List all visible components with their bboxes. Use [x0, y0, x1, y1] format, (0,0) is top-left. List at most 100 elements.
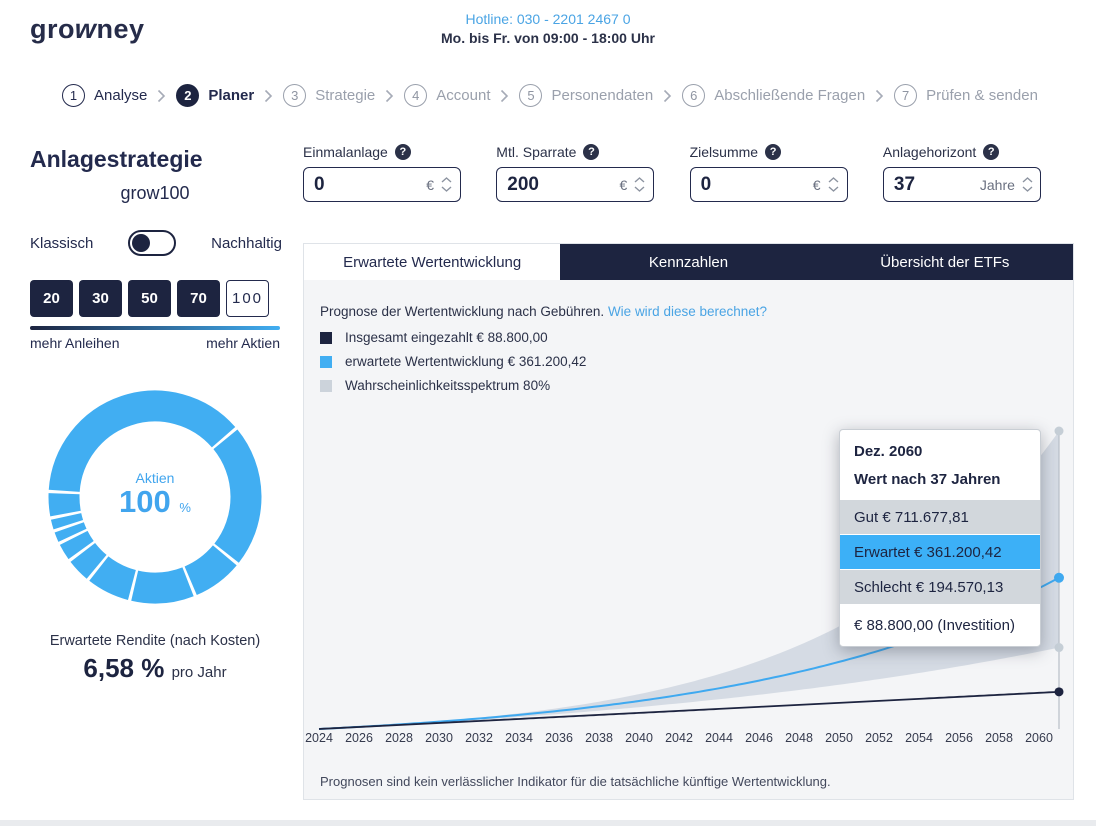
chevron-down-icon[interactable]	[1022, 186, 1033, 192]
step-number: 6	[682, 84, 706, 107]
stepper: 1 Analyse 2 Planer 3 Strategie 4 Account	[62, 84, 1038, 107]
input-label: Einmalanlage	[303, 144, 388, 160]
question-mark-icon[interactable]: ?	[394, 144, 411, 160]
step-item[interactable]: 6 Abschließende Fragen	[682, 84, 884, 107]
chevron-right-icon	[875, 89, 884, 103]
stepper-control	[1022, 177, 1033, 192]
number-input[interactable]	[700, 173, 787, 196]
chevron-up-icon[interactable]	[441, 177, 452, 183]
strategy-type-toggle-row: Klassisch Nachhaltig	[30, 230, 282, 256]
stepper-control	[828, 177, 839, 192]
expected-value-dot[interactable]	[1054, 572, 1064, 583]
risk-level-button[interactable]: 30	[79, 280, 122, 317]
risk-level-button[interactable]: 70	[177, 280, 220, 317]
donut-segment[interactable]	[184, 545, 237, 595]
x-axis-tick: 2048	[785, 731, 813, 745]
projection-line-chart[interactable]	[304, 390, 1075, 740]
input-group: Einmalanlage ? €	[303, 144, 496, 202]
good-value-dot[interactable]	[1054, 426, 1064, 436]
donut-segment[interactable]	[54, 522, 87, 542]
chevron-down-icon[interactable]	[828, 186, 839, 192]
chevron-down-icon[interactable]	[634, 186, 645, 192]
hotline-link[interactable]: Hotline: 030 - 2201 2467 0	[465, 11, 631, 27]
donut-segment[interactable]	[50, 512, 84, 530]
tooltip-value-row: Schlecht € 194.570,13	[840, 570, 1040, 604]
step-number: 2	[176, 84, 200, 107]
input-unit: €	[426, 176, 434, 193]
invested-value-dot[interactable]	[1054, 687, 1064, 697]
risk-level-button[interactable]: 100	[226, 280, 269, 317]
toggle-label-klassisch[interactable]: Klassisch	[30, 234, 94, 252]
chevron-up-icon[interactable]	[634, 177, 645, 183]
chevron-up-icon[interactable]	[1022, 177, 1033, 183]
donut-segment[interactable]	[59, 530, 94, 560]
number-input[interactable]	[507, 173, 594, 196]
risk-level-button[interactable]: 50	[128, 280, 171, 317]
donut-segment[interactable]	[213, 429, 262, 563]
donut-segment[interactable]	[89, 556, 137, 601]
input-label: Zielsumme	[689, 144, 759, 160]
x-axis-tick: 2052	[865, 731, 893, 745]
step-item[interactable]: 4 Account	[404, 84, 509, 107]
step-item[interactable]: 5 Personendaten	[519, 84, 672, 107]
step-label: Strategie	[315, 87, 376, 104]
tab[interactable]: Erwartete Wertentwicklung	[304, 244, 561, 280]
plan-inputs: Einmalanlage ? € Mtl. Sparrate ? €	[303, 144, 1074, 206]
step-label: Prüfen & senden	[926, 87, 1038, 104]
tooltip-value-row: Gut € 711.677,81	[840, 500, 1040, 534]
question-mark-icon[interactable]: ?	[765, 144, 782, 160]
number-input[interactable]	[314, 173, 400, 196]
how-calculated-link[interactable]: Wie wird diese berechnet?	[607, 304, 768, 319]
page-title: Anlagestrategie	[30, 146, 203, 172]
number-input-box: €	[496, 167, 655, 202]
question-mark-icon[interactable]: ?	[583, 144, 600, 160]
donut-segment[interactable]	[131, 567, 194, 604]
x-axis-tick: 2032	[465, 731, 493, 745]
bad-value-dot[interactable]	[1054, 643, 1064, 653]
chevron-up-icon[interactable]	[828, 177, 839, 183]
projection-note: Prognose der Wertentwicklung nach Gebühr…	[320, 304, 768, 319]
contact-info: Hotline: 030 - 2201 2467 0 Mo. bis Fr. v…	[373, 10, 723, 48]
x-axis-tick: 2046	[745, 731, 773, 745]
projection-panel: Erwartete Wertentwicklung Kennzahlen Übers…	[303, 243, 1074, 800]
step-number: 7	[894, 84, 918, 107]
x-axis-tick: 2058	[985, 731, 1013, 745]
step-label: Account	[436, 87, 491, 104]
tab[interactable]: Übersicht der ETFs	[816, 244, 1073, 280]
logo-w-glyph: w	[71, 14, 100, 44]
probability-band	[319, 431, 1059, 729]
donut-segment[interactable]	[48, 493, 81, 517]
tooltip-value-row: € 88.800,00 (Investition)	[840, 605, 1040, 645]
tab[interactable]: Kennzahlen	[560, 244, 817, 280]
stepper-control	[441, 177, 452, 192]
donut-segment[interactable]	[48, 390, 236, 493]
sustainability-toggle[interactable]	[128, 230, 177, 256]
step-item[interactable]: 3 Strategie	[283, 84, 394, 107]
risk-level-button[interactable]: 20	[30, 280, 73, 317]
input-group: Zielsumme ? €	[689, 144, 883, 202]
x-axis-tick: 2060	[1025, 731, 1053, 745]
step-number: 3	[283, 84, 307, 107]
donut-segment[interactable]	[70, 542, 107, 579]
chevron-right-icon	[663, 89, 672, 103]
scale-label-right: mehr Aktien	[206, 335, 280, 351]
opening-hours: Mo. bis Fr. von 09:00 - 18:00 Uhr	[441, 30, 655, 46]
number-input[interactable]	[893, 173, 980, 196]
growney-logo[interactable]: growney	[30, 14, 145, 44]
toggle-label-nachhaltig[interactable]: Nachhaltig	[211, 234, 282, 252]
panel-tabs: Erwartete Wertentwicklung Kennzahlen Übers…	[304, 244, 1073, 280]
x-axis-tick: 2038	[585, 731, 613, 745]
chart-legend: Insgesamt eingezahlt € 88.800,00 erwarte…	[320, 330, 586, 393]
x-axis-tick: 2040	[625, 731, 653, 745]
step-item[interactable]: 1 Analyse	[62, 84, 166, 107]
step-item[interactable]: 2 Planer	[176, 84, 273, 107]
x-axis-tick: 2034	[505, 731, 533, 745]
x-axis-tick: 2026	[345, 731, 373, 745]
chevron-right-icon	[500, 89, 509, 103]
chevron-down-icon[interactable]	[441, 186, 452, 192]
disclaimer-text: Prognosen sind kein verlässlicher Indika…	[320, 774, 831, 789]
step-item[interactable]: 7 Prüfen & senden	[894, 84, 1038, 107]
step-number: 5	[519, 84, 543, 107]
question-mark-icon[interactable]: ?	[983, 144, 1000, 160]
input-group: Anlagehorizont ? Jahre	[882, 144, 1076, 202]
